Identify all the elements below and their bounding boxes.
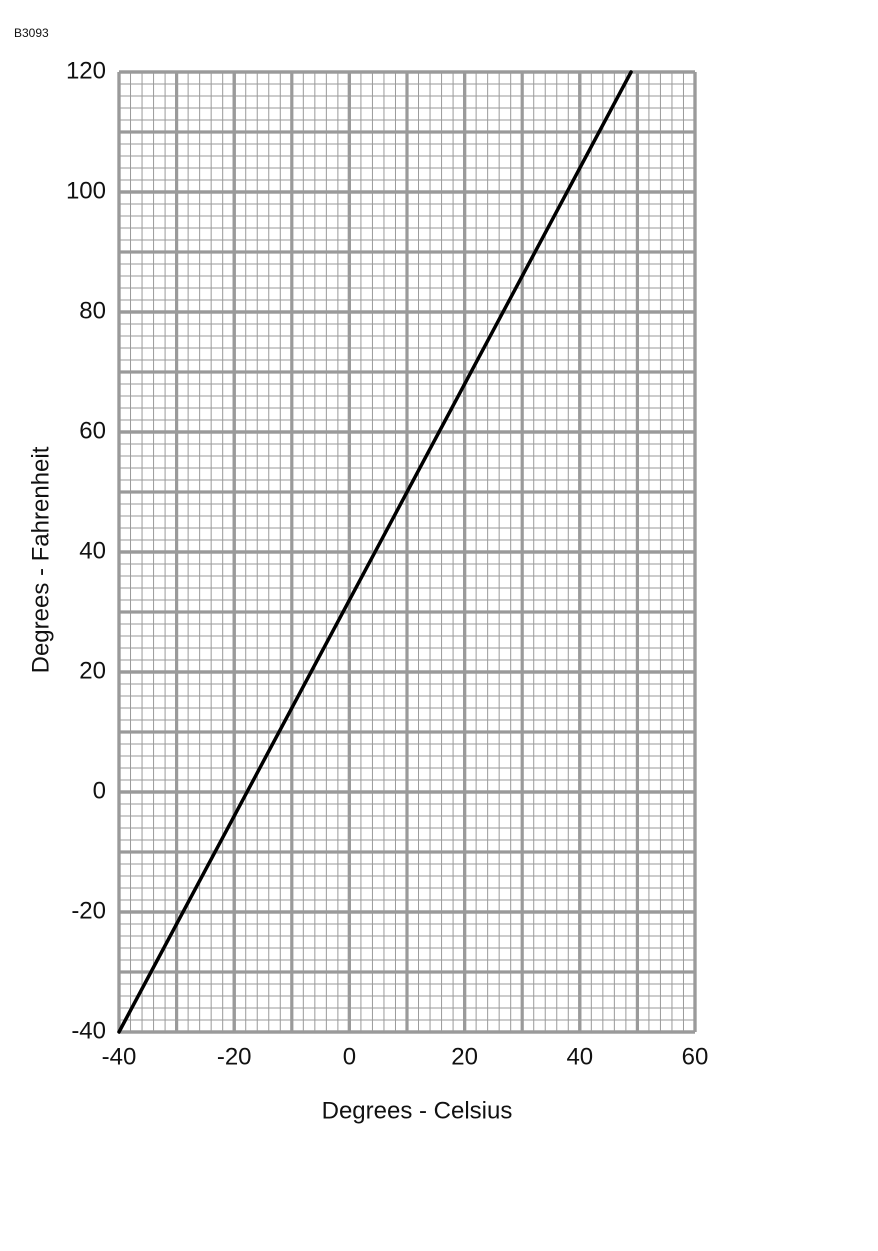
- y-tick-label: 100: [66, 177, 106, 204]
- y-tick-label: -20: [71, 897, 106, 924]
- y-tick-label: 60: [79, 417, 106, 444]
- x-tick-label: 60: [682, 1043, 709, 1070]
- y-tick-label: 40: [79, 537, 106, 564]
- y-tick-label: -40: [71, 1017, 106, 1044]
- x-tick-label: 40: [566, 1043, 593, 1070]
- x-tick-label: 0: [343, 1043, 356, 1070]
- annotation: B3093: [14, 26, 49, 40]
- y-tick-label: 120: [66, 57, 106, 84]
- x-tick-label: -40: [102, 1043, 137, 1070]
- y-axis-label: Degrees - Fahrenheit: [27, 446, 54, 673]
- y-tick-label: 80: [79, 297, 106, 324]
- y-tick-label: 0: [93, 777, 106, 804]
- x-tick-label: -20: [217, 1043, 252, 1070]
- x-axis-label: Degrees - Celsius: [322, 1097, 513, 1124]
- data-line: [117, 70, 633, 1034]
- y-tick-label: 20: [79, 657, 106, 684]
- x-tick-label: 20: [451, 1043, 478, 1070]
